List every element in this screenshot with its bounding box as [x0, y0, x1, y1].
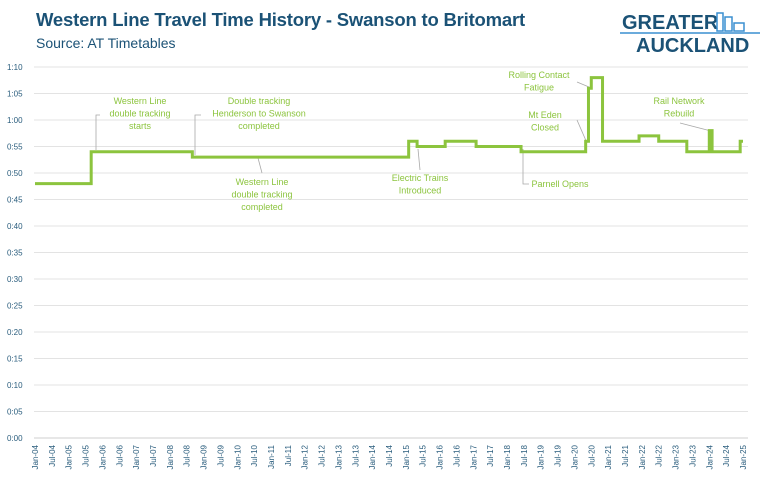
x-tick-label: Jan-11: [267, 444, 276, 468]
annotation-label: Fatigue: [524, 83, 554, 93]
x-tick-label: Jan-06: [98, 444, 107, 469]
annotation-label: Introduced: [399, 186, 442, 196]
annotation-label: Double tracking: [228, 96, 291, 106]
y-tick-label: 0:25: [7, 302, 23, 311]
greater-auckland-logo: GREATER AUCKLAND: [620, 12, 760, 54]
x-tick-label: Jan-15: [402, 444, 411, 469]
annotation-label: Rolling Contact: [508, 70, 570, 80]
y-tick-label: 0:50: [7, 169, 23, 178]
x-tick-label: Jul-20: [587, 444, 596, 466]
annotation-leader-line: [257, 157, 263, 174]
annotation-label: Western Line: [114, 96, 167, 106]
x-tick-label: Jan-12: [301, 444, 310, 469]
x-tick-label: Jul-13: [351, 444, 360, 466]
x-tick-label: Jul-08: [183, 444, 192, 466]
x-tick-label: Jul-11: [284, 444, 293, 466]
x-tick-label: Jan-23: [672, 444, 681, 469]
y-tick-label: 0:35: [7, 249, 23, 258]
x-tick-label: Jan-18: [503, 444, 512, 469]
x-tick-label: Jul-14: [385, 444, 394, 466]
x-tick-label: Jul-19: [554, 444, 563, 466]
x-tick-label: Jan-19: [537, 444, 546, 469]
annotation-leader-line: [576, 119, 588, 144]
x-tick-label: Jan-09: [200, 444, 209, 469]
x-tick-label: Jan-07: [132, 444, 141, 469]
x-tick-label: Jul-24: [722, 444, 731, 466]
x-tick-label: Jan-25: [739, 444, 748, 469]
x-tick-label: Jan-20: [570, 444, 579, 469]
y-tick-label: 0:05: [7, 408, 23, 417]
y-tick-label: 0:30: [7, 275, 23, 284]
annotation-label: Mt Eden: [528, 110, 562, 120]
y-tick-label: 0:15: [7, 355, 23, 364]
y-tick-label: 1:05: [7, 90, 23, 99]
x-tick-label: Jan-05: [65, 444, 74, 469]
x-tick-label: Jan-08: [166, 444, 175, 469]
annotation-label: Rebuild: [664, 109, 695, 119]
x-tick-label: Jul-16: [452, 444, 461, 466]
annotation-label: completed: [241, 202, 283, 212]
y-tick-label: 1:00: [7, 116, 23, 125]
x-tick-label: Jul-21: [621, 444, 630, 466]
x-tick-label: Jan-04: [31, 444, 40, 469]
annotation-label: Parnell Opens: [531, 179, 589, 189]
annotation-label: double tracking: [109, 109, 170, 119]
y-tick-label: 0:55: [7, 143, 23, 152]
annotation-label: completed: [238, 121, 280, 131]
x-tick-label: Jan-16: [436, 444, 445, 469]
x-tick-label: Jan-22: [638, 444, 647, 469]
x-tick-label: Jan-24: [705, 444, 714, 469]
annotation-label: Closed: [531, 123, 559, 133]
annotation-label: Rail Network: [653, 96, 705, 106]
annotation-label: Henderson to Swanson: [212, 109, 306, 119]
annotation-leader-line: [522, 149, 529, 185]
annotation-label: double tracking: [231, 190, 292, 200]
x-tick-label: Jul-23: [688, 444, 697, 466]
y-tick-label: 0:10: [7, 381, 23, 390]
x-tick-label: Jul-10: [250, 444, 259, 466]
chart-subtitle: Source: AT Timetables: [36, 35, 176, 51]
y-tick-label: 0:00: [7, 434, 23, 443]
annotation-label: Western Line: [236, 177, 289, 187]
y-tick-label: 0:45: [7, 196, 23, 205]
x-tick-label: Jul-17: [486, 444, 495, 466]
x-tick-label: Jul-12: [318, 444, 327, 466]
annotation-leader-line: [194, 114, 201, 155]
x-tick-label: Jan-21: [604, 444, 613, 469]
x-tick-label: Jul-04: [48, 444, 57, 466]
x-tick-label: Jan-14: [368, 444, 377, 469]
annotation-leader-line: [576, 81, 590, 88]
annotation-label: starts: [129, 121, 152, 131]
y-tick-label: 1:10: [7, 63, 23, 72]
annotation-leader-line: [417, 148, 421, 171]
x-tick-label: Jan-17: [469, 444, 478, 469]
svg-text:GREATER: GREATER: [622, 12, 719, 34]
travel-time-line: [35, 76, 743, 186]
y-tick-label: 0:40: [7, 222, 23, 231]
annotation-label: Electric Trains: [392, 173, 449, 183]
y-tick-label: 0:20: [7, 328, 23, 337]
x-tick-label: Jul-05: [82, 444, 91, 466]
annotation-leader-line: [95, 114, 100, 150]
x-tick-label: Jan-13: [334, 444, 343, 469]
chart-title: Western Line Travel Time History - Swans…: [36, 9, 525, 30]
x-tick-label: Jan-10: [233, 444, 242, 469]
x-tick-label: Jul-22: [655, 444, 664, 466]
x-tick-label: Jul-06: [115, 444, 124, 466]
annotation-leader-line: [679, 122, 712, 132]
x-tick-label: Jul-09: [216, 444, 225, 466]
svg-text:AUCKLAND: AUCKLAND: [636, 35, 749, 54]
x-tick-label: Jul-07: [149, 444, 158, 466]
x-tick-label: Jul-15: [419, 444, 428, 466]
x-tick-label: Jul-18: [520, 444, 529, 466]
